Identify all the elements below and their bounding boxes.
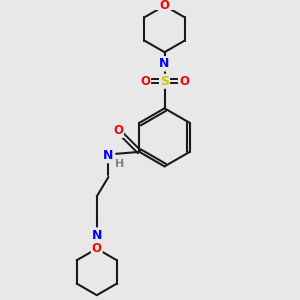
Text: O: O	[113, 124, 123, 137]
Text: N: N	[159, 57, 170, 70]
Text: N: N	[92, 229, 102, 242]
Text: O: O	[179, 75, 189, 88]
Text: O: O	[140, 75, 150, 88]
Text: O: O	[92, 242, 102, 255]
Text: H: H	[116, 158, 124, 169]
Text: N: N	[159, 57, 170, 70]
Text: O: O	[160, 0, 170, 12]
Text: N: N	[103, 149, 114, 162]
Text: S: S	[160, 75, 169, 88]
Text: N: N	[92, 229, 102, 242]
